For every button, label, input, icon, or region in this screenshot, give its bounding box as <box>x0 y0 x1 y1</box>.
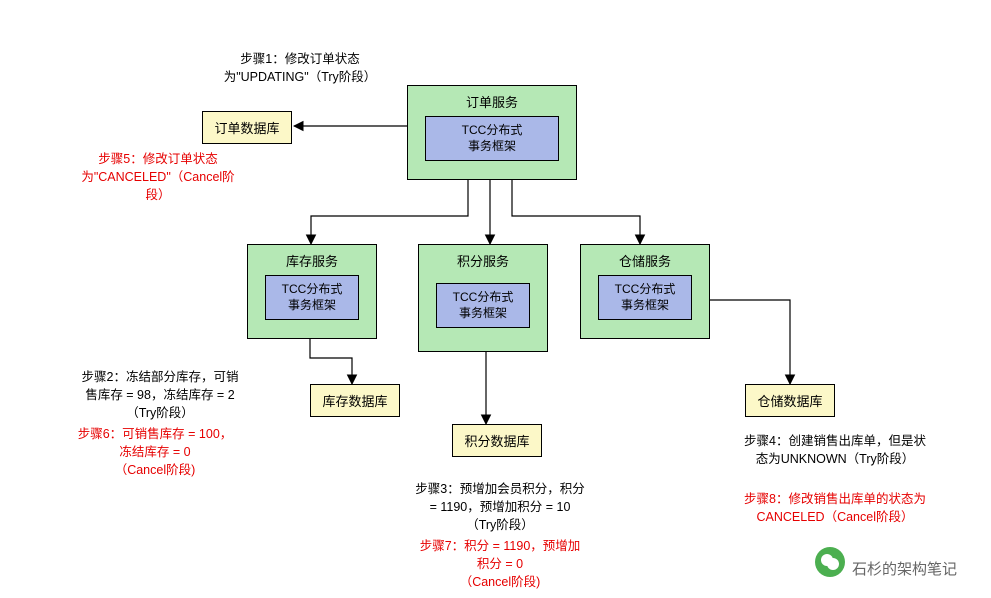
store-service-title: 仓储服务 <box>581 251 709 270</box>
order-service-tcc-box: TCC分布式事务框架 <box>425 116 559 161</box>
points-service-title: 积分服务 <box>419 251 547 270</box>
step8-label: 步骤8：修改销售出库单的状态为CANCELED（Cancel阶段） <box>720 490 950 526</box>
store-service-tcc-box: TCC分布式事务框架 <box>598 275 692 320</box>
store-db-label: 仓储数据库 <box>757 394 822 409</box>
step6-label: 步骤6：可销售库存 = 100，冻结库存 = 0（Cancel阶段) <box>55 425 255 479</box>
store-service-box: 仓储服务 TCC分布式事务框架 <box>580 244 710 339</box>
store-db-box: 仓储数据库 <box>745 384 835 417</box>
step1-label: 步骤1：修改订单状态为"UPDATING"（Try阶段） <box>195 50 405 86</box>
order-service-title: 订单服务 <box>408 92 576 111</box>
points-service-box: 积分服务 TCC分布式事务框架 <box>418 244 548 352</box>
step3-label: 步骤3：预增加会员积分，积分 = 1190，预增加积分 = 10（Try阶段） <box>395 480 605 534</box>
wechat-icon <box>815 547 845 577</box>
step4-label: 步骤4：创建销售出库单，但是状态为UNKNOWN（Try阶段） <box>720 432 950 468</box>
stock-service-box: 库存服务 TCC分布式事务框架 <box>247 244 377 339</box>
order-service-box: 订单服务 TCC分布式事务框架 <box>407 85 577 180</box>
step2-label: 步骤2：冻结部分库存，可销售库存 = 98，冻结库存 = 2（Try阶段） <box>60 368 260 422</box>
order-db-label: 订单数据库 <box>214 121 279 136</box>
order-db-box: 订单数据库 <box>202 111 292 144</box>
step7-label: 步骤7：积分 = 1190，预增加积分 = 0（Cancel阶段) <box>395 537 605 591</box>
watermark-text: 石杉的架构笔记 <box>852 558 957 579</box>
step5-label: 步骤5：修改订单状态为"CANCELED"（Cancel阶段） <box>58 150 258 204</box>
stock-db-box: 库存数据库 <box>310 384 400 417</box>
stock-service-title: 库存服务 <box>248 251 376 270</box>
stock-db-label: 库存数据库 <box>322 394 387 409</box>
points-service-tcc-box: TCC分布式事务框架 <box>436 283 530 328</box>
stock-service-tcc-box: TCC分布式事务框架 <box>265 275 359 320</box>
points-db-label: 积分数据库 <box>464 434 529 449</box>
points-db-box: 积分数据库 <box>452 424 542 457</box>
